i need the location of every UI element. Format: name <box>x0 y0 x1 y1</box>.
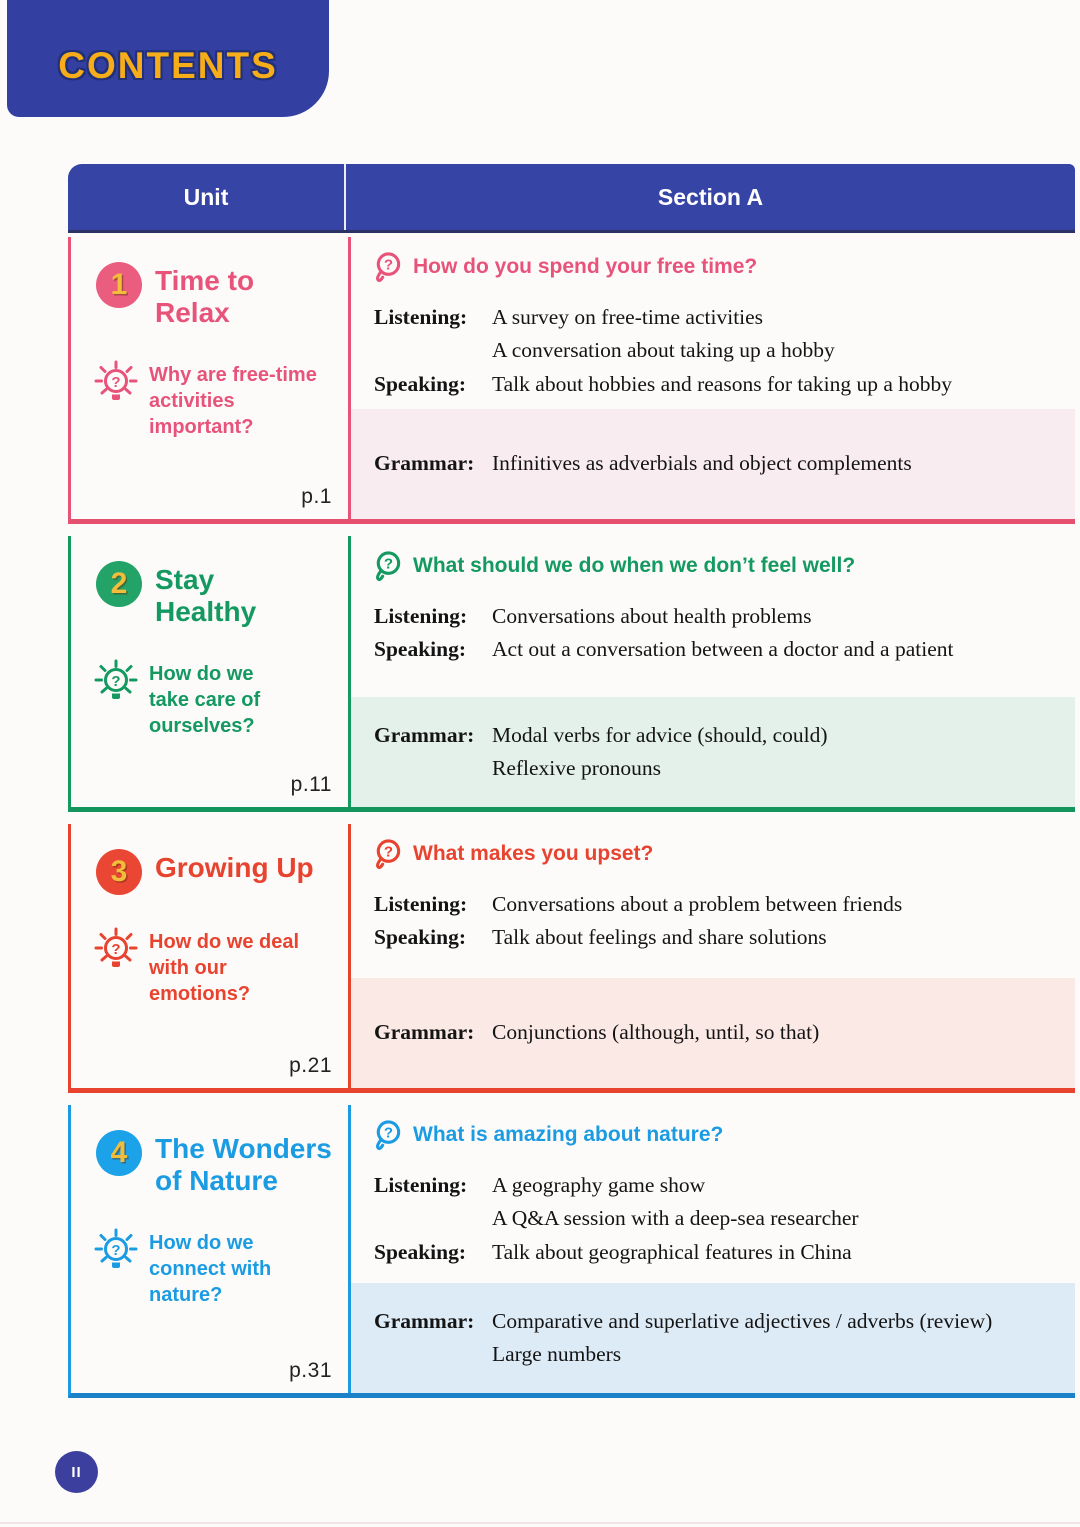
column-header-section-a: Section A <box>657 183 764 210</box>
lightbulb-icon: ? <box>94 927 138 975</box>
speaking-line: Speaking: Talk about feelings and share s… <box>374 925 827 950</box>
speaking-line: Speaking: Talk about geographical feature… <box>374 1239 852 1264</box>
lightbulb-icon: ? <box>94 659 138 707</box>
unit-title: Growing Up <box>155 851 314 883</box>
question-magnifier-icon: ? <box>371 549 404 585</box>
svg-text:?: ? <box>111 1242 120 1259</box>
grammar-band: Grammar: Comparative and superlative adje… <box>351 1282 1075 1393</box>
question-magnifier-icon: ? <box>371 250 404 286</box>
unit-question: How do we connect with nature? <box>149 1232 272 1307</box>
continuation-line: A conversation about taking up a hobby <box>492 338 835 363</box>
unit-cell: 3 Growing Up ? <box>71 824 348 1088</box>
unit-question: How do we take care of ourselves? <box>149 663 261 738</box>
listening-line: Listening: Conversations about a problem … <box>374 891 903 916</box>
page-number-badge: II <box>55 1451 98 1493</box>
section-question: What is amazing about nature? <box>413 1122 724 1146</box>
svg-text:?: ? <box>384 555 393 572</box>
section-a-cell: ? How do you spend your free time? Liste… <box>348 237 1075 519</box>
svg-text:?: ? <box>111 673 120 690</box>
listening-line: Listening: A survey on free-time activiti… <box>374 305 764 329</box>
svg-text:?: ? <box>384 843 393 860</box>
speaking-line: Speaking: Talk about hobbies and reasons … <box>374 371 953 396</box>
continuation-line: A Q&A session with a deep-sea researcher <box>492 1206 859 1231</box>
listening-line: Listening: Conversations about health pro… <box>374 603 812 628</box>
grammar-line: Grammar: Infinitives as adverbials and ob… <box>374 451 912 476</box>
grammar-band: Grammar: Modal verbs for advice (should, … <box>351 696 1075 807</box>
section-a-cell: ? What makes you upset? Listening: Conver… <box>348 823 1075 1088</box>
unit-title: The Wonders of Nature <box>155 1132 332 1196</box>
unit-cell: 1 Time to Relax ? <box>71 237 348 519</box>
unit-row-1: 1 Time to Relax ? <box>68 237 1075 524</box>
unit-page-number: p.21 <box>289 1053 332 1077</box>
lightbulb-icon: ? <box>94 1228 138 1276</box>
column-header-unit: Unit <box>68 164 346 230</box>
unit-cell: 4 The Wonders of Nature <box>71 1105 348 1393</box>
unit-cell: 2 Stay Healthy ? <box>71 536 348 807</box>
svg-text:?: ? <box>384 1124 393 1141</box>
unit-number-badge: 3 <box>96 848 142 895</box>
contents-table: Unit Section A 1 Time to Relax <box>68 164 1075 1398</box>
lightbulb-icon: ? <box>94 360 138 408</box>
unit-question: Why are free-time activities important? <box>149 364 317 439</box>
grammar-line: Grammar: Conjunctions (although, until, s… <box>374 1020 820 1045</box>
grammar-continuation-line: Reflexive pronouns <box>492 755 661 780</box>
contents-banner: CONTENTS <box>7 0 329 117</box>
grammar-line: Grammar: Comparative and superlative adje… <box>374 1308 993 1333</box>
svg-text:?: ? <box>384 256 393 273</box>
unit-title: Stay Healthy <box>155 563 257 627</box>
grammar-band: Grammar: Conjunctions (although, until, s… <box>351 977 1075 1088</box>
unit-page-number: p.31 <box>289 1358 332 1382</box>
section-a-cell: ? What should we do when we don’t feel w… <box>348 535 1075 807</box>
svg-text:?: ? <box>111 374 120 391</box>
question-magnifier-icon: ? <box>371 837 404 873</box>
section-a-cell: ? What is amazing about nature? Listenin… <box>348 1104 1075 1393</box>
grammar-line: Grammar: Modal verbs for advice (should, … <box>374 722 828 747</box>
unit-number-badge: 1 <box>96 262 142 308</box>
page-bottom-rule <box>0 1522 1080 1524</box>
speaking-line: Speaking: Act out a conversation between … <box>374 637 954 662</box>
unit-question: How do we deal with our emotions? <box>149 930 300 1005</box>
unit-number-badge: 2 <box>96 560 142 607</box>
unit-page-number: p.11 <box>290 772 332 796</box>
unit-page-number: p.1 <box>301 484 332 508</box>
grammar-band: Grammar: Infinitives as adverbials and ob… <box>351 408 1075 519</box>
section-question: How do you spend your free time? <box>413 255 758 278</box>
unit-row-3: 3 Growing Up ? <box>68 823 1075 1093</box>
unit-row-2: 2 Stay Healthy ? <box>68 535 1075 812</box>
section-question: What makes you upset? <box>413 841 654 865</box>
listening-line: Listening: A geography game show <box>374 1172 706 1197</box>
unit-row-4: 4 The Wonders of Nature <box>68 1104 1075 1398</box>
table-header: Unit Section A <box>68 164 1075 233</box>
unit-title: Time to Relax <box>155 265 255 328</box>
unit-number-badge: 4 <box>96 1129 142 1176</box>
grammar-continuation-line: Large numbers <box>492 1341 622 1366</box>
svg-text:?: ? <box>111 941 120 958</box>
page-title: CONTENTS <box>58 44 278 86</box>
section-question: What should we do when we don’t feel wel… <box>413 553 856 577</box>
question-magnifier-icon: ? <box>371 1118 404 1154</box>
